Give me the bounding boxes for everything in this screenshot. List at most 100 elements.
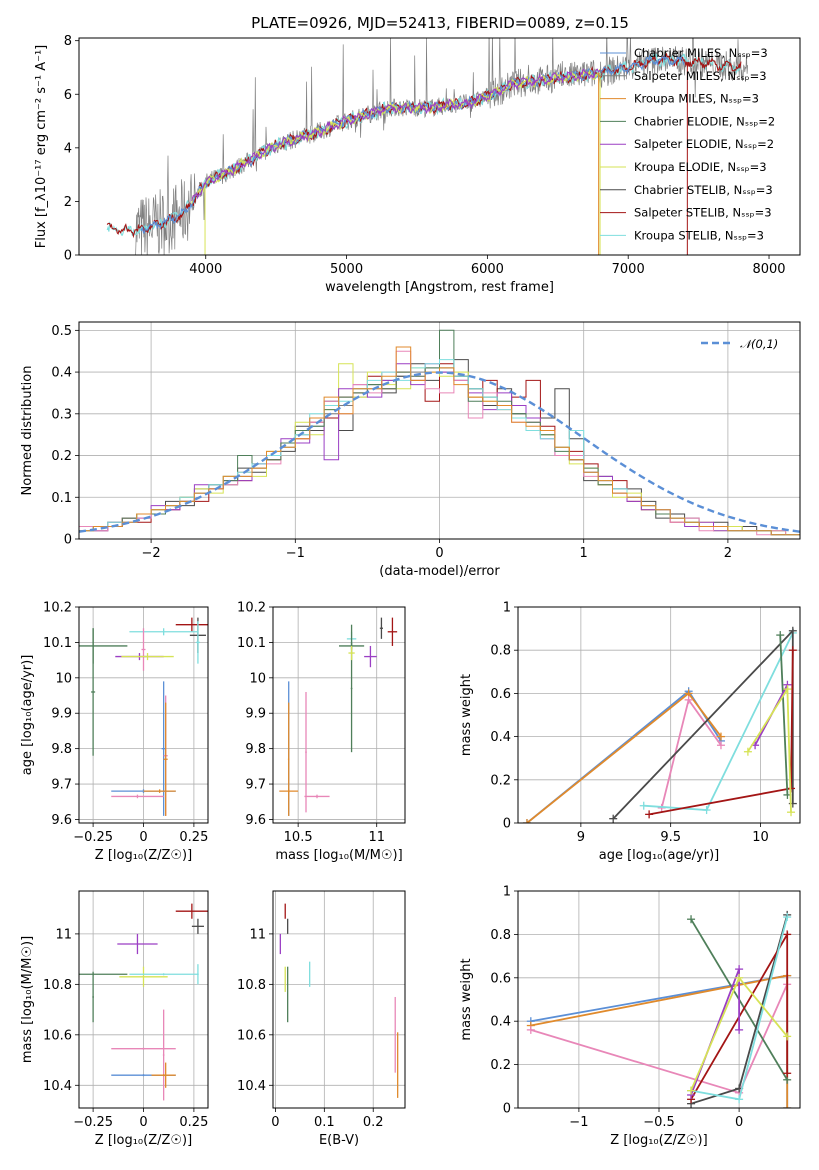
y-tick-label: 4 <box>64 141 72 156</box>
y-tick-label: 10 <box>55 671 72 686</box>
mass-weight-line <box>526 692 722 823</box>
axes-frame <box>517 890 801 1109</box>
plot-area <box>279 617 398 816</box>
y-axis-label: Flux [f_λ10⁻¹⁷ erg cm⁻² s⁻¹ A⁻¹] <box>34 45 49 249</box>
y-tick-label: 6 <box>64 88 72 103</box>
normal-curve-line <box>79 371 800 533</box>
data-point-errorbar <box>387 617 398 646</box>
x-tick-label: −0.25 <box>73 830 113 845</box>
x-tick-label: 0 <box>271 1115 279 1130</box>
mass-weight-marker <box>783 913 792 922</box>
data-point-errorbar <box>121 653 174 661</box>
y-tick-label: 0.4 <box>51 366 72 381</box>
axes-frame <box>272 606 406 824</box>
legend-entry: Chabrier MILES, Nₛₛₚ=3 <box>634 46 768 60</box>
legend-entry: Kroupa ELODIE, Nₛₛₚ=3 <box>634 160 767 174</box>
mass-weight-marker <box>684 695 693 704</box>
mass-weight-line <box>779 635 789 795</box>
data-point-errorbar <box>111 794 164 799</box>
x-axis-label: E(B-V) <box>319 1133 359 1148</box>
data-point-errorbar <box>162 1009 165 1101</box>
mass-weight-marker <box>645 810 654 819</box>
data-point-errorbar <box>163 702 168 816</box>
plot-area <box>79 903 208 1101</box>
x-tick-label: 0.25 <box>179 1115 208 1130</box>
mass-weight-marker <box>702 806 711 815</box>
y-tick-label: 11 <box>55 927 72 942</box>
x-tick-label: 0 <box>139 830 147 845</box>
x-tick-label: 6000 <box>471 262 504 277</box>
mass-weight-marker <box>783 1104 792 1108</box>
x-axis-label: mass [log₁₀(M/M☉)] <box>275 848 402 863</box>
y-tick-label: 10.1 <box>237 636 266 651</box>
mass-weight-marker <box>776 631 785 640</box>
data-point-errorbar <box>92 971 94 1023</box>
plot-area <box>522 626 797 823</box>
y-tick-label: 0.2 <box>490 773 511 788</box>
mass-weight-marker <box>522 819 531 823</box>
y-tick-label: 9.8 <box>245 742 266 757</box>
x-tick-label: 11 <box>368 830 385 845</box>
x-tick-label: 5000 <box>330 262 363 277</box>
y-axis-label: mass weight <box>459 674 474 756</box>
y-tick-label: 0.6 <box>490 687 511 702</box>
mass-weight-marker <box>687 915 696 924</box>
age-vs-mass-panel: 10.5 11 9.6 9.7 9.8 9.9 10 10.1 10.2 mass [log₁₀(… <box>237 601 406 863</box>
y-axis-label: mass [log₁₀(M/M☉)] <box>20 936 35 1063</box>
axes-frame <box>517 606 801 824</box>
y-tick-label: 0.4 <box>490 730 511 745</box>
data-point-errorbar <box>119 966 168 987</box>
y-tick-label: 0.4 <box>490 1015 511 1030</box>
x-axis-label: Z [log₁₀(Z/Z☉)] <box>95 1133 192 1148</box>
spectrum-observed-line <box>135 38 748 255</box>
mass-weight-marker <box>526 1025 535 1034</box>
data-point-errorbar <box>111 1047 176 1050</box>
data-point-errorbar <box>350 624 353 753</box>
data-point-errorbar <box>364 645 377 668</box>
y-tick-label: 0.6 <box>490 971 511 986</box>
x-tick-label: 2 <box>724 546 732 561</box>
legend-entry: Salpeter STELIB, Nₛₛₚ=3 <box>634 206 772 220</box>
legend-entry: Salpeter MILES, Nₛₛₚ=3 <box>634 69 767 83</box>
x-tick-label: −0.25 <box>73 1115 113 1130</box>
x-tick-label: 10 <box>752 830 769 845</box>
axes-frame <box>272 890 406 1109</box>
x-tick-label: −1 <box>569 1115 588 1130</box>
mass-weight-marker <box>743 747 752 756</box>
x-axis-label: Z [log₁₀(Z/Z☉)] <box>610 1133 707 1148</box>
legend-entry: Kroupa STELIB, Nₛₛₚ=3 <box>634 228 764 242</box>
y-axis-label: age [log₁₀(age/yr)] <box>20 655 35 776</box>
data-point-errorbar <box>164 1062 167 1088</box>
data-point-errorbar <box>287 702 290 816</box>
y-tick-label: 0.1 <box>51 491 72 506</box>
data-point-errorbar <box>91 628 96 756</box>
mass-weight-marker <box>687 1086 696 1095</box>
mass-weight-vs-age-panel: 9 9.5 10 0 0.2 0.4 0.6 0.8 1 age [log₁₀(age/yr)] m… <box>459 601 801 863</box>
x-tick-label: 9 <box>577 830 585 845</box>
axes-frame <box>78 606 209 824</box>
y-tick-label: 2 <box>64 195 72 210</box>
data-point-errorbar <box>348 645 355 661</box>
mass-weight-marker <box>639 801 648 810</box>
x-tick-label: 8000 <box>752 262 785 277</box>
mass-weight-marker <box>783 685 792 694</box>
x-tick-label: 0 <box>139 1115 147 1130</box>
data-point-errorbar <box>117 933 158 955</box>
mass-weight-marker <box>788 626 797 635</box>
data-point-errorbar <box>191 918 204 934</box>
mass-weight-marker <box>716 732 725 741</box>
x-axis-label: (data-model)/error <box>379 564 500 579</box>
legend-entry: Chabrier ELODIE, Nₛₛₚ=2 <box>634 114 775 128</box>
y-tick-label: 10.4 <box>43 1079 72 1094</box>
mass-weight-marker <box>735 1095 744 1104</box>
x-tick-label: −0.5 <box>643 1115 675 1130</box>
y-tick-label: 10.6 <box>237 1028 266 1043</box>
x-axis-label: age [log₁₀(age/yr)] <box>599 848 720 863</box>
x-tick-label: 7000 <box>612 262 645 277</box>
mass-weight-line <box>643 632 794 811</box>
y-tick-label: 9.8 <box>51 742 72 757</box>
y-tick-label: 9.6 <box>245 813 266 828</box>
age-vs-metallicity-panel: −0.25 0 0.25 9.6 9.7 9.8 9.9 10 10.1 10.2 Z [log₁₀… <box>20 601 209 863</box>
mass-weight-marker <box>783 930 792 939</box>
